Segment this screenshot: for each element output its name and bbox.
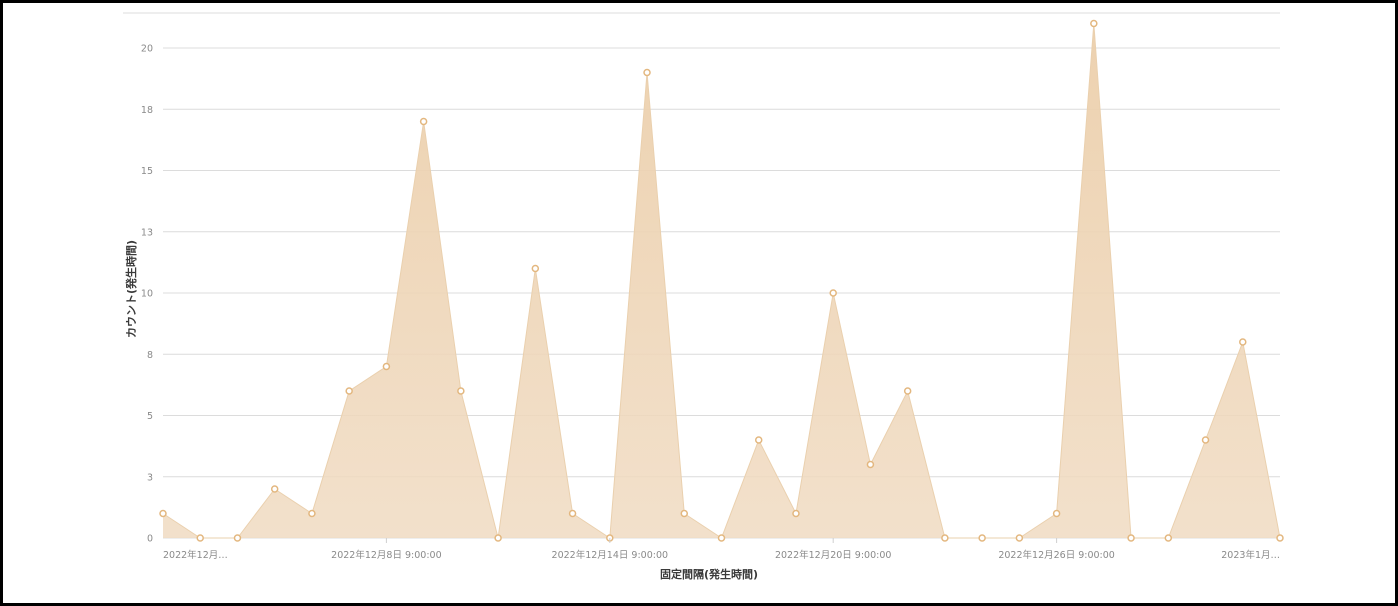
- data-point: [419, 117, 428, 126]
- data-point: [1090, 19, 1098, 28]
- data-point: [1015, 534, 1024, 542]
- data-point: [717, 534, 726, 542]
- data-point: [1239, 338, 1247, 346]
- data-point: [903, 387, 912, 395]
- y-tick-label: 13: [141, 227, 153, 238]
- data-point: [308, 509, 316, 518]
- data-point: [568, 509, 577, 518]
- y-tick-label: 0: [147, 534, 153, 545]
- area-chart: 0 3 5 8 10 13 15 18 20 2022年12月… 2022年12月8日 9:00:…: [123, 12, 1284, 581]
- data-point-markers: [159, 19, 1284, 542]
- data-point: [457, 387, 465, 395]
- data-point: [1052, 509, 1061, 518]
- area-layer: [162, 23, 1281, 539]
- y-tick-label: 10: [141, 289, 153, 300]
- y-tick-label: 8: [147, 350, 153, 361]
- y-axis-ticks: 0 3 5 8 10 13 15 18 20: [141, 44, 153, 545]
- data-point: [345, 387, 353, 395]
- data-point: [680, 509, 689, 518]
- data-point: [866, 460, 875, 469]
- data-point: [1276, 534, 1284, 542]
- data-point: [270, 485, 279, 493]
- x-tick-label: 2022年12月26日 9:00:00: [998, 549, 1115, 561]
- data-point: [382, 362, 391, 371]
- data-point: [978, 534, 986, 542]
- data-point: [531, 264, 540, 273]
- y-tick-label: 3: [147, 472, 153, 483]
- y-axis-title: カウント(発生時間): [124, 240, 138, 338]
- data-point: [754, 436, 763, 444]
- data-point: [1127, 534, 1135, 542]
- data-point: [233, 534, 242, 542]
- data-point: [792, 509, 800, 518]
- x-tick-label: 2023年1月…: [1221, 549, 1280, 561]
- x-tick-label: 2022年12月8日 9:00:00: [331, 549, 441, 561]
- data-point: [1201, 436, 1210, 444]
- data-point: [1164, 534, 1173, 542]
- data-point: [941, 534, 949, 542]
- y-tick-label: 18: [141, 105, 153, 116]
- data-point: [196, 534, 204, 542]
- data-point: [494, 534, 502, 542]
- x-tick-label: 2022年12月14日 9:00:00: [552, 549, 669, 561]
- x-tick-label: 2022年12月…: [163, 549, 228, 561]
- x-axis-title: 固定間隔(発生時間): [660, 567, 758, 581]
- y-tick-label: 5: [147, 411, 153, 422]
- x-tick-label: 2022年12月20日 9:00:00: [775, 549, 892, 561]
- x-axis-ticks: 2022年12月… 2022年12月8日 9:00:00 2022年12月14日 9…: [163, 538, 1280, 561]
- area-fill: [163, 23, 1280, 538]
- data-point: [829, 289, 837, 297]
- y-tick-label: 20: [141, 44, 153, 55]
- data-point: [643, 68, 651, 77]
- y-tick-label: 15: [141, 166, 153, 177]
- data-point: [159, 509, 167, 518]
